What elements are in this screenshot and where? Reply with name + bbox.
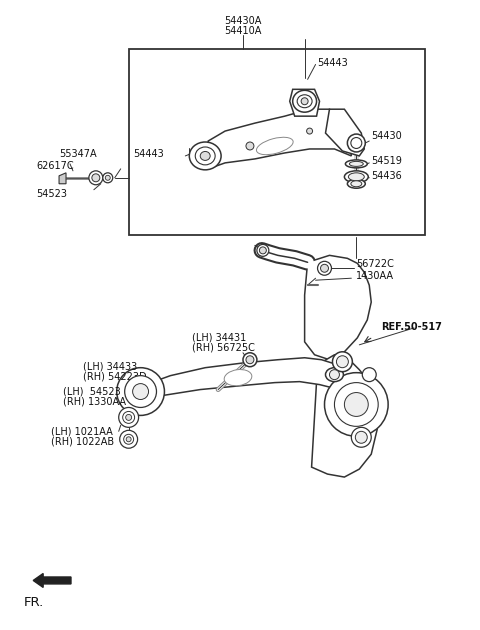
Text: (RH) 54223D: (RH) 54223D: [83, 372, 146, 382]
Text: (RH) 1022AB: (RH) 1022AB: [51, 437, 114, 446]
Circle shape: [246, 142, 254, 150]
Circle shape: [307, 128, 312, 134]
Polygon shape: [139, 358, 339, 404]
Text: 54523: 54523: [36, 189, 67, 198]
Text: REF.50-517: REF.50-517: [381, 322, 442, 332]
Text: 55347A: 55347A: [59, 149, 96, 159]
Text: (RH) 1330AA: (RH) 1330AA: [63, 396, 126, 406]
Ellipse shape: [293, 90, 316, 112]
Text: 62617C: 62617C: [36, 161, 74, 171]
Circle shape: [355, 432, 367, 444]
Text: (LH) 1021AA: (LH) 1021AA: [51, 427, 113, 437]
Polygon shape: [59, 173, 66, 184]
Ellipse shape: [195, 147, 215, 165]
FancyArrow shape: [33, 573, 71, 587]
Circle shape: [126, 437, 131, 442]
Text: 54436: 54436: [371, 171, 402, 181]
Circle shape: [335, 382, 378, 427]
Text: (LH) 34433: (LH) 34433: [83, 362, 137, 372]
Circle shape: [119, 408, 139, 427]
Text: 54519: 54519: [371, 156, 402, 166]
Ellipse shape: [348, 134, 365, 152]
Circle shape: [336, 356, 348, 368]
Ellipse shape: [301, 98, 308, 105]
Polygon shape: [208, 109, 351, 169]
Polygon shape: [325, 109, 364, 156]
Circle shape: [92, 174, 100, 182]
Text: 54410A: 54410A: [224, 26, 262, 36]
Circle shape: [117, 368, 165, 415]
Circle shape: [125, 375, 156, 408]
Bar: [129, 49, 425, 236]
Circle shape: [124, 434, 133, 444]
Ellipse shape: [256, 137, 293, 155]
Circle shape: [89, 171, 103, 185]
Circle shape: [324, 373, 388, 437]
Circle shape: [344, 392, 368, 416]
Ellipse shape: [349, 161, 363, 166]
Circle shape: [321, 265, 328, 272]
Circle shape: [333, 352, 352, 372]
Circle shape: [329, 370, 339, 380]
Text: (LH) 34431: (LH) 34431: [192, 333, 247, 343]
Ellipse shape: [346, 160, 367, 168]
Circle shape: [132, 384, 148, 399]
Circle shape: [259, 247, 266, 254]
Circle shape: [243, 353, 257, 367]
Circle shape: [103, 173, 113, 183]
Circle shape: [120, 430, 138, 448]
Text: 1430AA: 1430AA: [356, 272, 395, 281]
Text: 54443: 54443: [133, 149, 164, 159]
Circle shape: [246, 356, 254, 364]
Text: FR.: FR.: [23, 597, 44, 609]
Circle shape: [123, 411, 134, 423]
Ellipse shape: [189, 142, 221, 170]
Circle shape: [318, 261, 332, 275]
Circle shape: [257, 244, 269, 256]
Polygon shape: [290, 89, 320, 116]
Circle shape: [362, 368, 376, 382]
Ellipse shape: [325, 368, 343, 382]
Ellipse shape: [344, 171, 368, 183]
Text: 54443: 54443: [318, 59, 348, 69]
Circle shape: [105, 175, 110, 180]
Text: 56722C: 56722C: [356, 260, 394, 269]
Polygon shape: [312, 355, 377, 477]
Ellipse shape: [351, 137, 362, 149]
Ellipse shape: [351, 181, 362, 186]
Ellipse shape: [348, 180, 365, 188]
Circle shape: [351, 427, 371, 447]
Ellipse shape: [200, 151, 210, 161]
Text: (RH) 56725C: (RH) 56725C: [192, 343, 255, 353]
Ellipse shape: [224, 370, 252, 386]
Text: 54430A: 54430A: [224, 16, 262, 26]
Text: (LH)  54523: (LH) 54523: [63, 387, 121, 396]
Polygon shape: [305, 255, 371, 360]
Ellipse shape: [297, 94, 312, 108]
Text: 54430: 54430: [371, 131, 402, 141]
Circle shape: [126, 415, 132, 420]
Ellipse shape: [348, 173, 364, 181]
